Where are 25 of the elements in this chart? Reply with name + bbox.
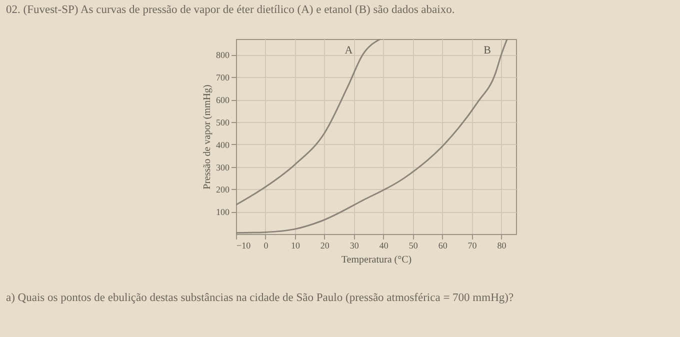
text: a) Quais os pontos de ebulição destas substâncias na cidade de São Paulo (pressão atmosférica = 700 mmHg)? [6,291,515,306]
y-tick-label: 100 [216,207,230,218]
y-tick-label: 600 [216,95,230,106]
chart-title: 02. (Fuvest-SP) As curvas de pressão de vapor de éter dietílico (A) e etanol (B) são dados abaixo. [6,4,455,16]
series-label: B [484,44,491,57]
y-axis-title: Pressão de vapor (mmHg) [202,84,213,190]
y-tick-label: 200 [216,184,230,195]
x-tick-label: 50 [408,240,418,250]
series-label: A [344,44,353,57]
x-tick-label: 60 [438,240,448,250]
y-tick-label: 700 [216,72,230,83]
x-tick-label: 80 [497,240,507,250]
y-tick-label: 300 [216,162,230,172]
x-tick-label: 40 [379,240,389,250]
x-tick-label: 70 [468,240,478,250]
line-series [236,39,382,206]
x-tick-label: 10 [290,240,300,250]
y-tick-label: 800 [216,50,230,60]
x-tick-label: −10 [236,240,252,250]
x-tick-label: 0 [264,240,269,250]
y-tick-label: 500 [216,117,230,128]
y-tick-label: 400 [216,140,230,150]
x-tick-label: 30 [350,240,360,250]
x-axis-title: Temperatura (°C) [341,254,412,266]
x-tick-label: 20 [320,240,330,250]
